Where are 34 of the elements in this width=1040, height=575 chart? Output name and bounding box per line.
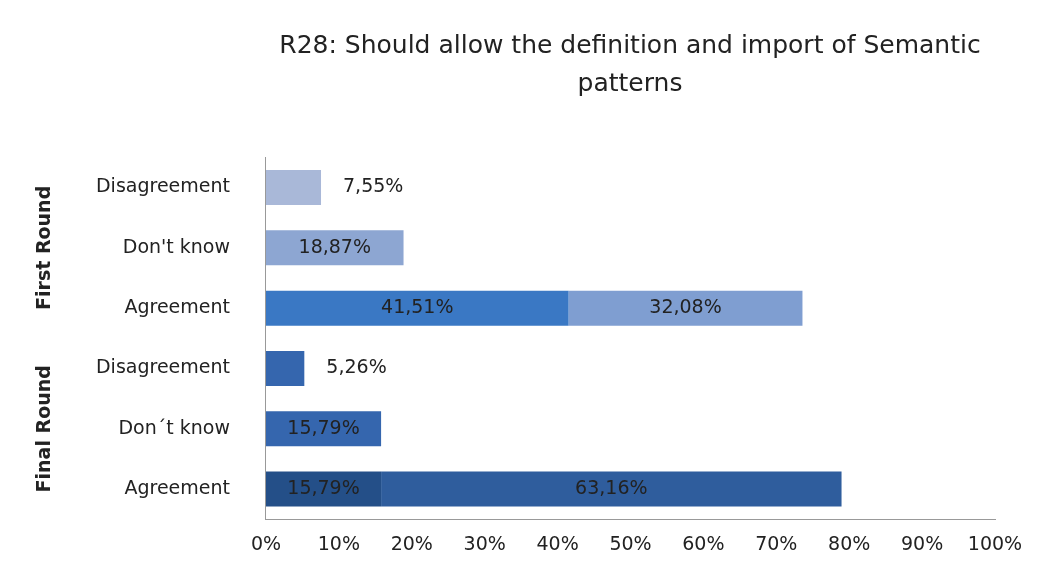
chart-title: R28: Should allow the definition and import of Semantic patterns [278, 29, 982, 99]
x-tick-label: 50% [609, 531, 652, 554]
text: Final Round [31, 365, 54, 493]
data-label: 32,08% [649, 295, 722, 318]
data-label: 15,79% [287, 415, 360, 438]
data-label: 15,79% [287, 475, 360, 498]
x-tick-label: 20% [390, 531, 433, 554]
data-label: 63,16% [575, 475, 648, 498]
bar [568, 290, 803, 326]
data-label: 5,26% [326, 355, 387, 378]
y-tick-label: Disagreement [95, 355, 230, 378]
x-tick-label: 0% [250, 531, 282, 554]
x-tick-label: 40% [536, 531, 579, 554]
bar [265, 230, 404, 266]
x-tick-label: 30% [463, 531, 506, 554]
y-tick-label: Disagreement [95, 174, 230, 197]
y-tick-label: Agreement [124, 475, 230, 498]
x-tick-label: 10% [317, 531, 360, 554]
y-tick-label: Agreement [124, 295, 230, 318]
data-label: 41,51% [381, 295, 454, 318]
data-label: 18,87% [298, 234, 371, 257]
text: First Round [31, 185, 54, 310]
bar [265, 290, 569, 326]
x-tick-label: 100% [967, 531, 1023, 554]
data-label: 7,55% [343, 174, 404, 197]
y-tick-label: Don't know [122, 234, 230, 257]
bar [265, 350, 305, 386]
x-tick-label: 90% [900, 531, 944, 554]
bar [265, 170, 322, 206]
y-tick-label: Don´t know [118, 415, 230, 438]
x-tick-label: 70% [755, 531, 798, 554]
x-tick-label: 60% [682, 531, 725, 554]
x-tick-label: 80% [828, 531, 871, 554]
bar [381, 471, 842, 507]
